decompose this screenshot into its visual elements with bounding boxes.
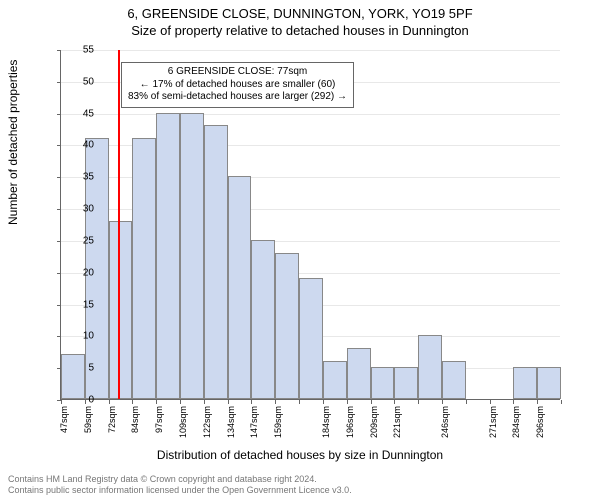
- xtick-mark: [371, 400, 372, 404]
- annotation-line-2: ← 17% of detached houses are smaller (60…: [128, 79, 347, 92]
- histogram-bar: [61, 354, 85, 399]
- annotation-line-3: 83% of semi-detached houses are larger (…: [128, 91, 347, 104]
- attribution-line2: Contains public sector information licen…: [8, 485, 592, 496]
- xtick-mark: [466, 400, 467, 404]
- ytick-mark: [57, 50, 61, 51]
- xtick-mark: [442, 400, 443, 404]
- xtick-mark: [323, 400, 324, 404]
- attribution: Contains HM Land Registry data © Crown c…: [8, 474, 592, 496]
- xtick-label: 159sqm: [273, 406, 283, 438]
- ytick-label: 25: [64, 235, 94, 246]
- annotation-line-1: 6 GREENSIDE CLOSE: 77sqm: [128, 66, 347, 79]
- xtick-mark: [204, 400, 205, 404]
- xtick-label: 184sqm: [321, 406, 331, 438]
- xtick-label: 296sqm: [535, 406, 545, 438]
- plot-area: 47sqm59sqm72sqm84sqm97sqm109sqm122sqm134…: [60, 50, 560, 400]
- xtick-label: 209sqm: [369, 406, 379, 438]
- xtick-label: 196sqm: [345, 406, 355, 438]
- ytick-label: 10: [64, 331, 94, 342]
- xtick-label: 221sqm: [392, 406, 402, 438]
- xtick-mark: [109, 400, 110, 404]
- xtick-mark: [156, 400, 157, 404]
- chart-title-line1: 6, GREENSIDE CLOSE, DUNNINGTON, YORK, YO…: [0, 0, 600, 21]
- histogram-bar: [323, 361, 347, 399]
- histogram-bar: [180, 113, 204, 399]
- histogram-bar: [394, 367, 418, 399]
- xtick-mark: [251, 400, 252, 404]
- xtick-mark: [275, 400, 276, 404]
- histogram-bar: [109, 221, 133, 399]
- xtick-mark: [561, 400, 562, 404]
- histogram-bar: [251, 240, 275, 399]
- histogram-bar: [418, 335, 442, 399]
- ytick-mark: [57, 336, 61, 337]
- marker-line: [118, 50, 120, 399]
- xtick-mark: [537, 400, 538, 404]
- histogram-bar: [537, 367, 561, 399]
- ytick-mark: [57, 273, 61, 274]
- gridline-h: [61, 114, 560, 115]
- ytick-label: 45: [64, 108, 94, 119]
- y-axis-label: Number of detached properties: [6, 60, 20, 225]
- histogram-bar: [275, 253, 299, 399]
- ytick-mark: [57, 145, 61, 146]
- ytick-mark: [57, 177, 61, 178]
- histogram-bar: [347, 348, 371, 399]
- xtick-mark: [61, 400, 62, 404]
- xtick-mark: [180, 400, 181, 404]
- xtick-label: 246sqm: [440, 406, 450, 438]
- xtick-label: 97sqm: [154, 406, 164, 433]
- ytick-label: 35: [64, 172, 94, 183]
- ytick-mark: [57, 209, 61, 210]
- xtick-label: 284sqm: [511, 406, 521, 438]
- xtick-label: 109sqm: [178, 406, 188, 438]
- gridline-h: [61, 50, 560, 51]
- xtick-mark: [394, 400, 395, 404]
- xtick-label: 59sqm: [83, 406, 93, 433]
- ytick-mark: [57, 241, 61, 242]
- ytick-label: 15: [64, 299, 94, 310]
- histogram-bar: [204, 125, 228, 399]
- ytick-label: 55: [64, 45, 94, 56]
- xtick-label: 147sqm: [249, 406, 259, 438]
- annotation-box: 6 GREENSIDE CLOSE: 77sqm← 17% of detache…: [121, 62, 354, 108]
- ytick-label: 50: [64, 76, 94, 87]
- histogram-bar: [371, 367, 395, 399]
- xtick-mark: [490, 400, 491, 404]
- histogram-bar: [228, 176, 252, 399]
- histogram-bar: [132, 138, 156, 399]
- ytick-mark: [57, 82, 61, 83]
- histogram-bar: [156, 113, 180, 399]
- xtick-label: 122sqm: [202, 406, 212, 438]
- xtick-label: 47sqm: [59, 406, 69, 433]
- attribution-line1: Contains HM Land Registry data © Crown c…: [8, 474, 592, 485]
- ytick-mark: [57, 305, 61, 306]
- ytick-label: 40: [64, 140, 94, 151]
- xtick-label: 271sqm: [488, 406, 498, 438]
- chart-root: 6, GREENSIDE CLOSE, DUNNINGTON, YORK, YO…: [0, 0, 600, 500]
- xtick-mark: [299, 400, 300, 404]
- histogram-bar: [299, 278, 323, 399]
- xtick-mark: [132, 400, 133, 404]
- ytick-label: 5: [64, 363, 94, 374]
- x-axis-label: Distribution of detached houses by size …: [0, 448, 600, 462]
- ytick-mark: [57, 114, 61, 115]
- chart-title-line2: Size of property relative to detached ho…: [0, 21, 600, 38]
- histogram-bar: [442, 361, 466, 399]
- xtick-label: 134sqm: [226, 406, 236, 438]
- xtick-mark: [513, 400, 514, 404]
- xtick-label: 84sqm: [130, 406, 140, 433]
- xtick-mark: [347, 400, 348, 404]
- ytick-label: 0: [64, 395, 94, 406]
- ytick-label: 30: [64, 204, 94, 215]
- y-axis-label-text: Number of detached properties: [6, 60, 20, 225]
- xtick-mark: [228, 400, 229, 404]
- ytick-label: 20: [64, 267, 94, 278]
- xtick-mark: [418, 400, 419, 404]
- histogram-bar: [513, 367, 537, 399]
- xtick-label: 72sqm: [107, 406, 117, 433]
